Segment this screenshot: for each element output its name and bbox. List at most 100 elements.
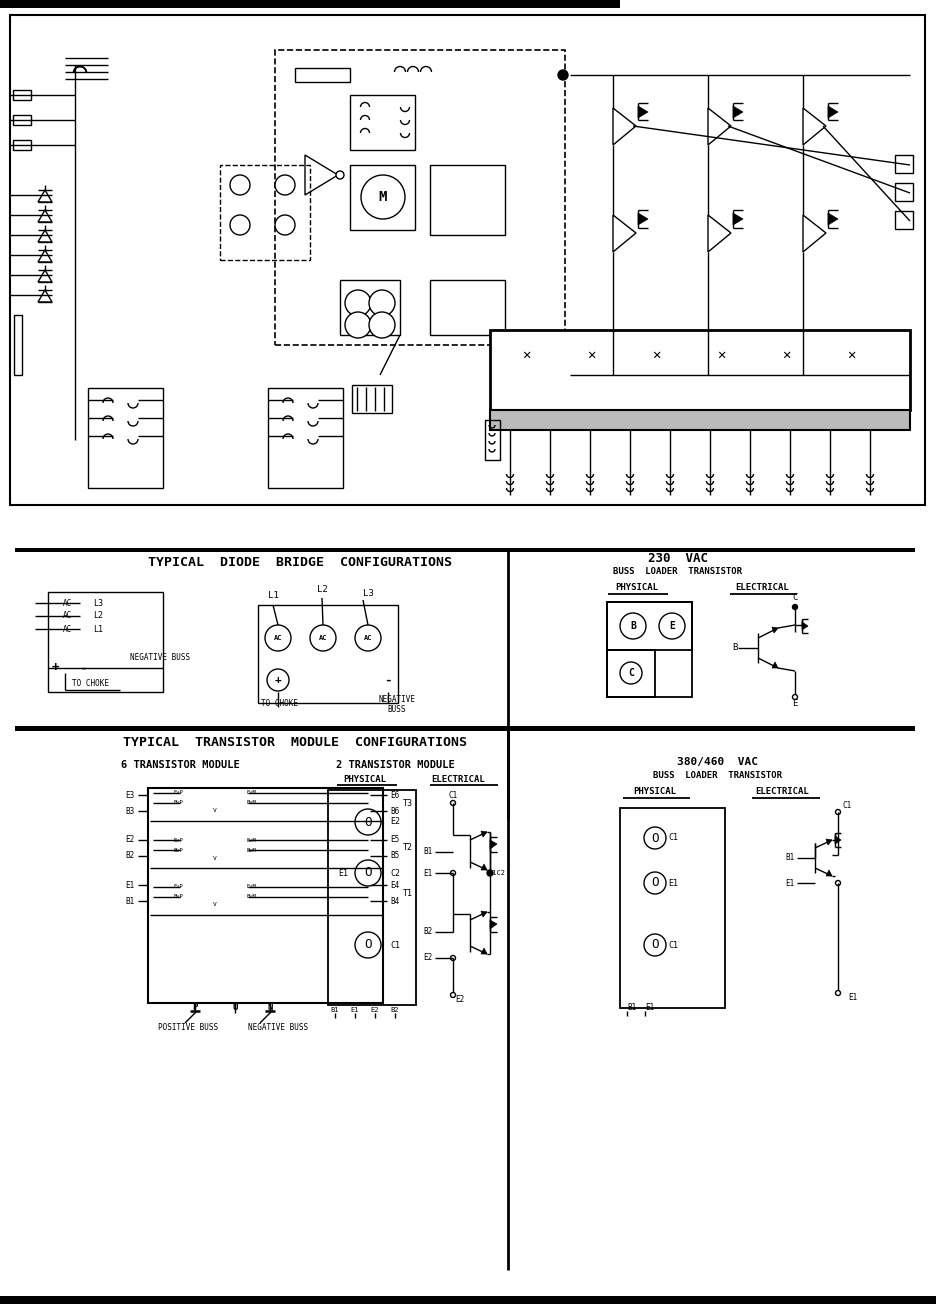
Text: BUSS: BUSS	[388, 705, 406, 715]
Text: E1: E1	[338, 868, 347, 878]
Text: L3: L3	[362, 588, 373, 597]
Text: BUSS  LOADER  TRANSISTOR: BUSS LOADER TRANSISTOR	[652, 772, 782, 781]
Text: ✕: ✕	[586, 348, 594, 363]
Bar	[274, 50, 564, 346]
Circle shape	[835, 880, 840, 885]
Text: PHYSICAL: PHYSICAL	[633, 788, 676, 797]
Bar	[48, 592, 163, 692]
Circle shape	[355, 808, 381, 835]
Text: NEGATIVE BUSS: NEGATIVE BUSS	[130, 653, 190, 662]
Text: M: M	[378, 190, 387, 203]
Text: BvM: BvM	[247, 801, 256, 806]
Text: E1: E1	[350, 1007, 358, 1013]
Text: T3: T3	[402, 798, 413, 807]
Circle shape	[450, 956, 455, 961]
Bar	[894, 211, 912, 230]
Text: EvP: EvP	[173, 790, 183, 795]
Circle shape	[369, 289, 395, 316]
Text: TYPICAL  TRANSISTOR  MODULE  CONFIGURATIONS: TYPICAL TRANSISTOR MODULE CONFIGURATIONS	[123, 735, 466, 748]
Circle shape	[310, 625, 336, 651]
Text: POSITIVE BUSS: POSITIVE BUSS	[158, 1024, 218, 1033]
Polygon shape	[834, 836, 841, 844]
Text: L1: L1	[268, 592, 278, 601]
Text: T1: T1	[402, 888, 413, 897]
Bar	[220, 166, 310, 259]
Text: C1: C1	[842, 802, 852, 811]
Text: NEGATIVE BUSS: NEGATIVE BUSS	[248, 1024, 308, 1033]
Text: B2: B2	[423, 927, 432, 936]
Text: C: C	[792, 593, 797, 602]
Circle shape	[835, 810, 840, 815]
Bar	[88, 389, 163, 488]
Polygon shape	[480, 911, 487, 917]
Text: 380/460  VAC: 380/460 VAC	[677, 758, 757, 767]
Circle shape	[229, 215, 250, 235]
Text: AC: AC	[63, 625, 72, 634]
Text: L3: L3	[93, 599, 103, 608]
Circle shape	[658, 613, 684, 639]
Text: AC: AC	[363, 635, 372, 642]
Text: PHYSICAL: PHYSICAL	[344, 775, 386, 784]
Bar	[15, 726, 914, 732]
Text: E4: E4	[389, 880, 399, 889]
Text: E1: E1	[423, 868, 432, 878]
Bar	[490, 330, 909, 409]
Bar	[894, 183, 912, 201]
Text: TO CHOKE: TO CHOKE	[261, 699, 299, 708]
Bar	[352, 385, 391, 413]
Bar	[13, 90, 31, 100]
Bar	[10, 16, 924, 505]
Bar	[328, 790, 416, 1005]
Circle shape	[344, 289, 371, 316]
Text: E1: E1	[644, 1004, 653, 1012]
Text: V: V	[212, 902, 216, 908]
Bar	[340, 280, 400, 335]
Text: TO CHOKE: TO CHOKE	[72, 678, 109, 687]
Text: B2: B2	[125, 852, 135, 861]
Text: C2: C2	[389, 868, 400, 878]
Text: TYPICAL  DIODE  BRIDGE  CONFIGURATIONS: TYPICAL DIODE BRIDGE CONFIGURATIONS	[148, 556, 451, 569]
Text: B2: B2	[390, 1007, 399, 1013]
Text: PHYSICAL: PHYSICAL	[615, 583, 658, 592]
Polygon shape	[826, 870, 831, 876]
Text: E3: E3	[125, 790, 135, 799]
Bar	[13, 140, 31, 150]
Bar	[350, 95, 415, 150]
Text: V: V	[212, 808, 216, 814]
Polygon shape	[490, 840, 496, 849]
Text: O: O	[364, 815, 372, 828]
Text: AC: AC	[63, 612, 72, 621]
Text: B1: B1	[330, 1007, 339, 1013]
Text: EvM: EvM	[247, 884, 256, 889]
Text: O: O	[651, 876, 658, 889]
Bar	[15, 548, 914, 552]
Text: +: +	[274, 675, 281, 685]
Text: B3: B3	[125, 806, 135, 815]
Text: E2: E2	[389, 818, 400, 827]
Text: ELECTRICAL: ELECTRICAL	[754, 788, 808, 797]
Bar	[0, 1296, 936, 1304]
Circle shape	[792, 695, 797, 699]
Bar	[0, 0, 620, 8]
Text: ELECTRICAL: ELECTRICAL	[735, 583, 788, 592]
Text: B4: B4	[389, 897, 399, 905]
Text: E1: E1	[785, 879, 794, 888]
Bar	[14, 316, 22, 376]
Text: ✕: ✕	[781, 348, 789, 363]
Bar	[607, 649, 654, 698]
Bar	[148, 788, 383, 1003]
Text: B: B	[629, 621, 636, 631]
Circle shape	[643, 827, 665, 849]
Polygon shape	[480, 831, 487, 837]
Text: V: V	[212, 855, 216, 861]
Circle shape	[643, 934, 665, 956]
Text: BvM: BvM	[247, 848, 256, 853]
Text: E2: E2	[125, 836, 135, 845]
Text: B1: B1	[785, 854, 794, 862]
Text: N: N	[267, 1003, 272, 1012]
Polygon shape	[637, 213, 648, 226]
Text: ✕: ✕	[521, 348, 530, 363]
Text: AC: AC	[318, 635, 327, 642]
Polygon shape	[827, 213, 837, 226]
Circle shape	[450, 801, 455, 806]
